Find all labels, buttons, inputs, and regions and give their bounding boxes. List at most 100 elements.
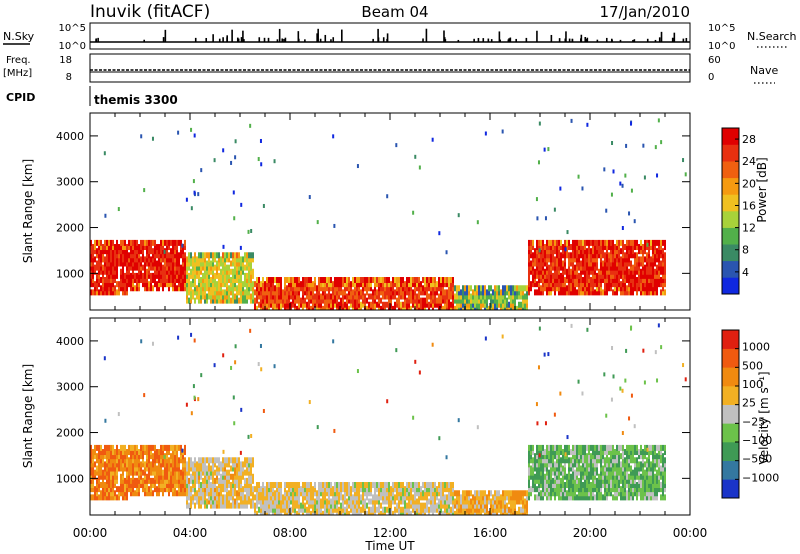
velocity-cell <box>562 457 564 464</box>
velocity-cell <box>128 482 130 489</box>
power-cell <box>380 289 382 296</box>
power-cell <box>630 285 632 292</box>
velocity-cell <box>306 510 308 515</box>
power-cell <box>330 277 332 284</box>
velocity-cell <box>556 449 558 456</box>
power-cell <box>236 264 238 271</box>
power-cell <box>196 268 198 275</box>
velocity-cell <box>516 510 518 515</box>
velocity-cell <box>510 506 512 513</box>
power-cell <box>316 220 319 225</box>
velocity-cell <box>556 482 558 489</box>
power-cell <box>92 244 94 251</box>
power-cell <box>600 281 602 288</box>
velocity-cell <box>176 469 178 476</box>
velocity-cell <box>172 477 174 484</box>
velocity-cell <box>174 453 176 460</box>
power-cell <box>162 239 164 246</box>
velocity-cell <box>204 461 206 468</box>
velocity-cell <box>160 457 162 464</box>
velocity-cell <box>452 494 454 501</box>
velocity-cell <box>212 477 214 484</box>
power-cell <box>434 297 436 304</box>
velocity-cell <box>226 490 228 497</box>
power-cell <box>562 277 564 284</box>
velocity-cell <box>388 494 390 501</box>
velocity-cell <box>354 494 356 501</box>
power-cell <box>610 260 612 267</box>
power-cell <box>506 289 508 296</box>
power-cell <box>336 289 338 296</box>
power-cell <box>528 239 530 246</box>
power-cell <box>330 293 332 300</box>
velocity-cell <box>496 510 498 515</box>
velocity-cell <box>548 477 550 484</box>
velocity-cell <box>134 465 136 472</box>
power-cell <box>226 264 228 271</box>
velocity-cell <box>294 498 296 505</box>
velocity-cell <box>392 498 394 505</box>
velocity-cell <box>296 498 298 505</box>
power-cell <box>458 289 460 296</box>
velocity-cell <box>548 469 550 476</box>
velocity-cell <box>450 510 452 515</box>
power-cell <box>553 207 556 212</box>
power-cell <box>136 252 138 259</box>
power-cell <box>418 289 420 296</box>
power-cell <box>621 183 624 188</box>
velocity-cell <box>314 482 316 489</box>
power-cell <box>362 277 364 284</box>
power-cell <box>500 289 502 296</box>
power-cell <box>626 264 628 271</box>
power-cell <box>632 285 634 292</box>
power-cell <box>476 289 478 296</box>
power-cell <box>142 252 144 259</box>
power-cell <box>180 239 182 246</box>
power-cell <box>428 277 430 284</box>
velocity-cell <box>582 457 584 464</box>
velocity-cell <box>354 490 356 497</box>
velocity-cell <box>386 506 388 513</box>
velocity-cell <box>280 490 282 497</box>
power-cell <box>162 264 164 271</box>
power-cell <box>370 281 372 288</box>
velocity-cell <box>500 510 502 515</box>
power-cell <box>660 264 662 271</box>
velocity-cell <box>438 482 440 489</box>
power-cell <box>372 289 374 296</box>
power-cell <box>132 239 134 246</box>
power-cell <box>312 281 314 288</box>
velocity-cell <box>484 494 486 501</box>
power-cell <box>562 285 564 292</box>
velocity-cell <box>370 498 372 505</box>
power-cell <box>248 256 250 263</box>
velocity-cell <box>540 473 542 480</box>
power-cell <box>250 285 252 292</box>
power-cell <box>636 264 638 271</box>
velocity-cell <box>378 498 380 505</box>
velocity-cell <box>446 494 448 501</box>
velocity-cell <box>362 502 364 509</box>
velocity-cell <box>406 482 408 489</box>
velocity-cell <box>586 461 588 468</box>
power-cell <box>130 285 132 292</box>
velocity-cell <box>380 494 382 501</box>
velocity-cell <box>524 510 526 515</box>
velocity-cell <box>148 461 150 468</box>
power-cell <box>658 264 660 271</box>
power-cell <box>348 277 350 284</box>
power-cell <box>552 260 554 267</box>
power-cell <box>354 297 356 304</box>
velocity-cell <box>522 506 524 513</box>
power-cell <box>612 256 614 263</box>
velocity-cell <box>236 473 238 480</box>
power-cell <box>488 285 490 292</box>
velocity-cell <box>598 494 600 501</box>
velocity-cell <box>528 461 530 468</box>
power-cell <box>104 277 106 284</box>
power-cell <box>162 277 164 284</box>
velocity-cell <box>296 494 298 501</box>
velocity-cell <box>572 453 574 460</box>
power-cell <box>636 252 638 259</box>
velocity-cell <box>200 465 202 472</box>
